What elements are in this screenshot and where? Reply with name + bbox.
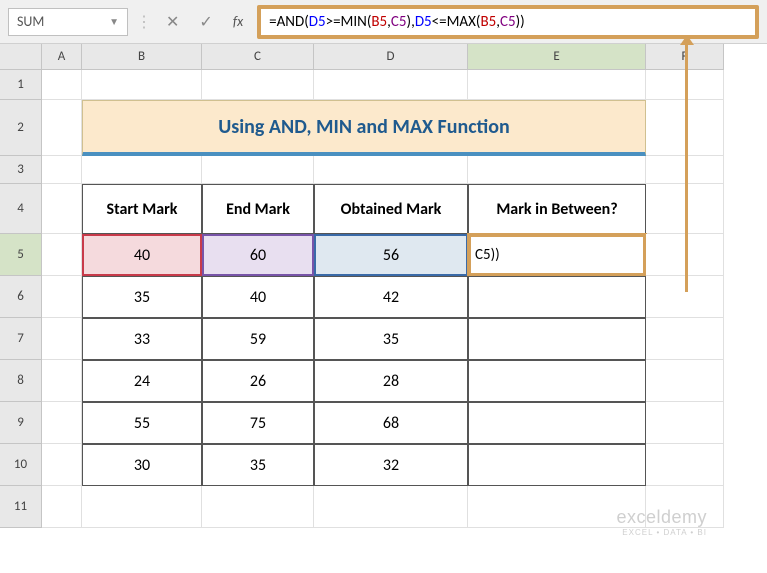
cell-c11[interactable] <box>202 486 314 528</box>
cell-d6[interactable]: 42 <box>314 276 468 318</box>
cell-a7[interactable] <box>42 318 82 360</box>
enter-icon[interactable]: ✓ <box>193 12 218 32</box>
watermark-text: exceldemy <box>616 507 707 528</box>
fx-icon[interactable]: fx <box>227 13 249 30</box>
row-header-1[interactable]: 1 <box>0 70 42 100</box>
formula-bar: SUM ▼ ⋮ ✕ ✓ fx =AND(D5>=MIN(B5,C5),D5<=M… <box>0 0 767 44</box>
cell-b11[interactable] <box>82 486 202 528</box>
cell-c9[interactable]: 75 <box>202 402 314 444</box>
row-6: 6 35 40 42 <box>0 276 767 318</box>
row-8: 8 24 26 28 <box>0 360 767 402</box>
cell-b9[interactable]: 55 <box>82 402 202 444</box>
row-header-2[interactable]: 2 <box>0 100 42 156</box>
row-4: 4 Start Mark End Mark Obtained Mark Mark… <box>0 184 767 234</box>
cell-b7[interactable]: 33 <box>82 318 202 360</box>
cell-a3[interactable] <box>42 156 82 184</box>
select-all-corner[interactable] <box>0 44 42 70</box>
cell-a4[interactable] <box>42 184 82 234</box>
cell-d7[interactable]: 35 <box>314 318 468 360</box>
cell-e8[interactable] <box>468 360 646 402</box>
cell-d3[interactable] <box>314 156 468 184</box>
cell-e5[interactable]: C5)) <box>468 234 646 276</box>
row-header-8[interactable]: 8 <box>0 360 42 402</box>
watermark-subtext: EXCEL • DATA • BI <box>616 528 707 537</box>
cell-c8[interactable]: 26 <box>202 360 314 402</box>
col-header-a[interactable]: A <box>42 44 82 70</box>
cell-c5[interactable]: 60 <box>202 234 314 276</box>
cell-e6[interactable] <box>468 276 646 318</box>
row-2: 2 Using AND, MIN and MAX Function <box>0 100 767 156</box>
cell-d5[interactable]: 56 <box>314 234 468 276</box>
cell-d1[interactable] <box>314 70 468 100</box>
row-3: 3 <box>0 156 767 184</box>
cell-d11[interactable] <box>314 486 468 528</box>
cell-f9[interactable] <box>646 402 724 444</box>
row-header-7[interactable]: 7 <box>0 318 42 360</box>
cell-b3[interactable] <box>82 156 202 184</box>
spreadsheet-grid: A B C D E F 1 2 Using AND, MIN and MAX F… <box>0 44 767 528</box>
cell-b10[interactable]: 30 <box>82 444 202 486</box>
cell-d10[interactable]: 32 <box>314 444 468 486</box>
row-10: 10 30 35 32 <box>0 444 767 486</box>
cell-c3[interactable] <box>202 156 314 184</box>
cell-e1[interactable] <box>468 70 646 100</box>
title-cell[interactable]: Using AND, MIN and MAX Function <box>82 100 646 156</box>
cell-a6[interactable] <box>42 276 82 318</box>
cell-e9[interactable] <box>468 402 646 444</box>
row-header-4[interactable]: 4 <box>0 184 42 234</box>
cell-a5[interactable] <box>42 234 82 276</box>
cell-f10[interactable] <box>646 444 724 486</box>
cell-e3[interactable] <box>468 156 646 184</box>
row-header-9[interactable]: 9 <box>0 402 42 444</box>
col-header-b[interactable]: B <box>82 44 202 70</box>
cell-e10[interactable] <box>468 444 646 486</box>
cell-f7[interactable] <box>646 318 724 360</box>
row-1: 1 <box>0 70 767 100</box>
callout-arrow <box>685 42 688 292</box>
formula-input[interactable]: =AND(D5>=MIN(B5,C5),D5<=MAX(B5,C5)) <box>257 5 759 39</box>
name-box[interactable]: SUM ▼ <box>8 8 128 36</box>
cell-d9[interactable]: 68 <box>314 402 468 444</box>
cell-a10[interactable] <box>42 444 82 486</box>
cell-f8[interactable] <box>646 360 724 402</box>
cell-a8[interactable] <box>42 360 82 402</box>
header-end-mark[interactable]: End Mark <box>202 184 314 234</box>
header-obtained-mark[interactable]: Obtained Mark <box>314 184 468 234</box>
divider: ⋮ <box>136 12 152 32</box>
header-mark-between[interactable]: Mark in Between? <box>468 184 646 234</box>
cell-d8[interactable]: 28 <box>314 360 468 402</box>
col-header-d[interactable]: D <box>314 44 468 70</box>
col-header-c[interactable]: C <box>202 44 314 70</box>
row-7: 7 33 59 35 <box>0 318 767 360</box>
cancel-icon[interactable]: ✕ <box>160 12 185 32</box>
row-header-6[interactable]: 6 <box>0 276 42 318</box>
header-start-mark[interactable]: Start Mark <box>82 184 202 234</box>
cell-b5[interactable]: 40 <box>82 234 202 276</box>
row-9: 9 55 75 68 <box>0 402 767 444</box>
cell-c10[interactable]: 35 <box>202 444 314 486</box>
cell-c6[interactable]: 40 <box>202 276 314 318</box>
row-5: 5 40 60 56 C5)) <box>0 234 767 276</box>
row-header-11[interactable]: 11 <box>0 486 42 528</box>
name-box-value: SUM <box>17 13 44 30</box>
cell-b1[interactable] <box>82 70 202 100</box>
cell-a1[interactable] <box>42 70 82 100</box>
column-headers: A B C D E F <box>0 44 767 70</box>
cell-c7[interactable]: 59 <box>202 318 314 360</box>
cell-e7[interactable] <box>468 318 646 360</box>
cell-a11[interactable] <box>42 486 82 528</box>
cell-b8[interactable]: 24 <box>82 360 202 402</box>
row-header-3[interactable]: 3 <box>0 156 42 184</box>
chevron-down-icon[interactable]: ▼ <box>109 15 119 28</box>
cell-a2[interactable] <box>42 100 82 156</box>
cell-a9[interactable] <box>42 402 82 444</box>
row-header-5[interactable]: 5 <box>0 234 42 276</box>
cell-b6[interactable]: 35 <box>82 276 202 318</box>
cell-c1[interactable] <box>202 70 314 100</box>
watermark: exceldemy EXCEL • DATA • BI <box>616 507 707 537</box>
row-header-10[interactable]: 10 <box>0 444 42 486</box>
col-header-e[interactable]: E <box>468 44 646 70</box>
